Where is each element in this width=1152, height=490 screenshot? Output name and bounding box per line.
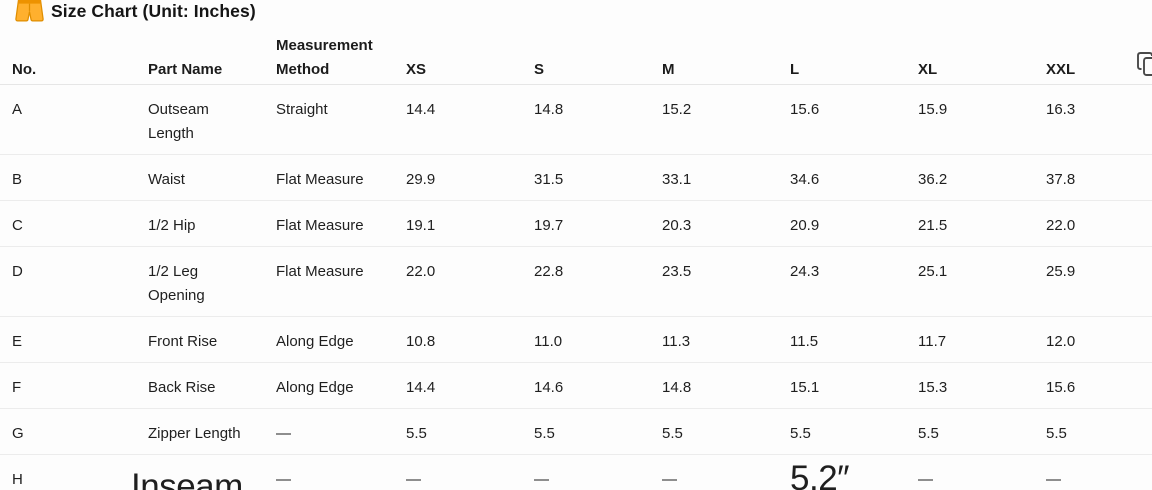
size-value: — [1046,471,1061,488]
size-value: — [662,471,677,488]
size-value: 5.5 [662,425,683,442]
table-row: H Inseam — — — — 5.2″ — — [0,455,1152,490]
size-value: 16.3 [1046,101,1076,118]
col-header-m: M [662,61,675,78]
table-row: D 1/2 Leg Opening Flat Measure 22.0 22.8 23.5… [0,247,1152,317]
table-row: G Zipper Length — 5.5 5.5 5.5 5.5 5.5 5.5 [0,409,1152,455]
part-name: Outseam Length [148,101,209,142]
measurement-method: — [276,471,291,488]
size-table-body: A Outseam Length Straight 14.4 14.8 15.2 15.6 1… [0,85,1152,490]
table-row: C 1/2 Hip Flat Measure 19.1 19.7 20.3 20.9 21.5… [0,201,1152,247]
size-value: 24.3 [790,263,820,280]
col-header-xxl: XXL [1046,61,1076,78]
size-value: 34.6 [790,171,820,188]
row-no: D [12,263,23,280]
measurement-method: Along Edge [276,379,354,396]
size-value: 10.8 [406,333,436,350]
size-value: 19.7 [534,217,564,234]
size-value: 5.5 [918,425,939,442]
size-value: 14.4 [406,379,436,396]
col-header-xl: XL [918,61,938,78]
row-no: G [12,425,24,442]
size-value: 11.0 [534,333,563,350]
size-value: 22.0 [406,263,436,280]
size-value: 14.6 [534,379,564,396]
table-row: B Waist Flat Measure 29.9 31.5 33.1 34.6 36.2 37… [0,155,1152,201]
size-value: 37.8 [1046,171,1076,188]
part-name: Zipper Length [148,425,241,442]
measurement-method: Flat Measure [276,263,364,280]
size-value: 33.1 [662,171,692,188]
copy-icon[interactable] [1136,50,1152,78]
size-value: 11.3 [662,333,691,350]
page-title-bar: Size Chart (Unit: Inches) [0,0,1152,34]
measurement-method: Flat Measure [276,171,364,188]
size-value: 15.6 [1046,379,1076,396]
size-value: 15.2 [662,101,692,118]
table-row: F Back Rise Along Edge 14.4 14.6 14.8 15.1 15.3… [0,363,1152,409]
part-name: Front Rise [148,333,218,350]
col-header-xs: XS [406,61,427,78]
col-header-method: Measurement Method [276,37,373,78]
table-row: E Front Rise Along Edge 10.8 11.0 11.3 11.5 11.… [0,317,1152,363]
size-value: 15.9 [918,101,948,118]
size-value: 25.9 [1046,263,1076,280]
measurement-method: Flat Measure [276,217,364,234]
size-value: 22.0 [1046,217,1076,234]
row-no: F [12,379,22,396]
size-value: 22.8 [534,263,564,280]
size-value: 5.5 [1046,425,1067,442]
measurement-method: — [276,425,291,442]
table-row: A Outseam Length Straight 14.4 14.8 15.2 15.6 1… [0,85,1152,155]
size-value: 5.2″ [790,459,850,490]
size-value: 5.5 [406,425,427,442]
size-value: 36.2 [918,171,948,188]
size-value: — [406,471,421,488]
size-value: 5.5 [534,425,555,442]
part-name: Back Rise [148,379,216,396]
page-title: Size Chart (Unit: Inches) [51,1,256,21]
size-value: — [918,471,933,488]
table-header-row: No. Part Name Measurement Method XS S M … [0,34,1152,85]
size-value: 19.1 [406,217,436,234]
measurement-method: Straight [276,101,328,118]
size-value: 15.6 [790,101,820,118]
col-header-l: L [790,61,800,78]
size-value: 23.5 [662,263,692,280]
size-value: 15.1 [790,379,820,396]
row-no: B [12,171,23,188]
col-header-s: S [534,61,545,78]
size-value: 29.9 [406,171,436,188]
size-value: 31.5 [534,171,564,188]
row-no: H [12,471,23,488]
part-name: 1/2 Hip [148,217,196,234]
size-value: 25.1 [918,263,948,280]
measurement-method: Along Edge [276,333,354,350]
size-value: 14.8 [662,379,692,396]
part-name: Waist [148,171,185,188]
shorts-icon [15,0,44,22]
size-value: 12.0 [1046,333,1076,350]
size-value: 21.5 [918,217,948,234]
col-header-part: Part Name [148,61,223,78]
size-value: 11.5 [790,333,819,350]
row-no: A [12,101,23,118]
size-value: 14.8 [534,101,564,118]
size-value: 11.7 [918,333,947,350]
col-header-no: No. [12,61,37,78]
row-no: E [12,333,23,350]
size-value: — [534,471,549,488]
part-name: Inseam [131,467,243,490]
row-no: C [12,217,23,234]
size-value: 20.3 [662,217,692,234]
size-value: 14.4 [406,101,436,118]
size-value: 20.9 [790,217,820,234]
size-value: 15.3 [918,379,948,396]
size-value: 5.5 [790,425,811,442]
part-name: 1/2 Leg Opening [148,263,205,304]
